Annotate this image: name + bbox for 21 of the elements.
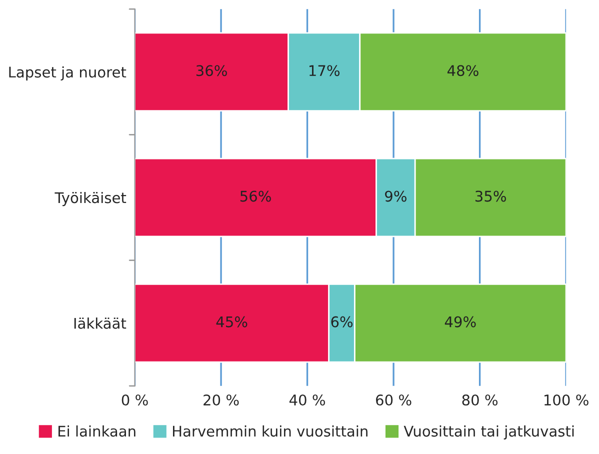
data-label: 48%	[447, 65, 478, 76]
y-tick-label: Työikäiset	[54, 192, 126, 206]
x-tick-label: 0 %	[122, 394, 148, 406]
data-label: 49%	[444, 316, 476, 328]
data-label: 45%	[216, 316, 248, 328]
y-tick-label: Lapset ja nuoret	[9, 66, 126, 80]
data-label: 6%	[331, 316, 353, 328]
data-label: 35%	[475, 190, 506, 202]
legend-label: Vuosittain tai jatkuvasti	[404, 425, 574, 440]
x-tick-label: 100 %	[544, 394, 588, 406]
data-label: 17%	[310, 65, 340, 76]
x-tick-label: 60 %	[376, 394, 412, 406]
legend-label: Harvemmin kuin vuosittain	[173, 425, 368, 437]
data-label: 9%	[385, 190, 406, 202]
data-label: 56%	[240, 190, 271, 202]
legend-label: Ei lainkaan	[58, 425, 136, 437]
y-tick-label: Iäkkäät	[74, 318, 126, 329]
x-tick-label: 20 %	[204, 394, 239, 406]
x-tick-label: 80 %	[462, 394, 498, 406]
x-tick-label: 40 %	[289, 394, 326, 406]
data-label: 36%	[196, 65, 227, 76]
